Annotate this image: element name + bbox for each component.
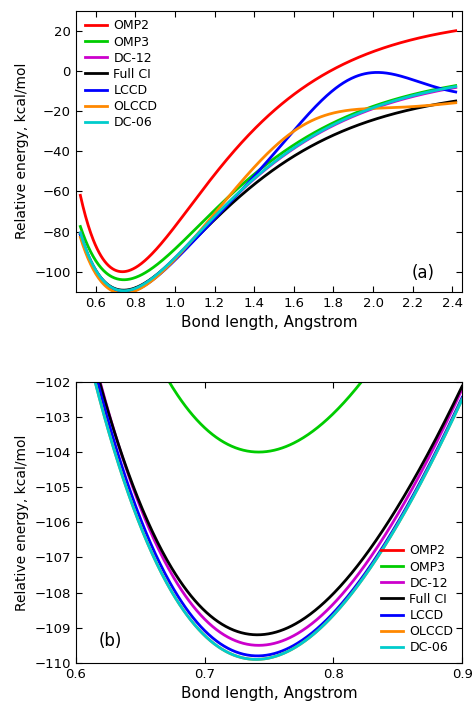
Legend: OMP2, OMP3, DC-12, Full CI, LCCD, OLCCD, DC-06: OMP2, OMP3, DC-12, Full CI, LCCD, OLCCD,… <box>378 542 456 657</box>
Text: (a): (a) <box>412 264 435 281</box>
Y-axis label: Relative energy, kcal/mol: Relative energy, kcal/mol <box>15 434 29 610</box>
Y-axis label: Relative energy, kcal/mol: Relative energy, kcal/mol <box>15 63 29 240</box>
X-axis label: Bond length, Angstrom: Bond length, Angstrom <box>181 316 357 330</box>
Legend: OMP2, OMP3, DC-12, Full CI, LCCD, OLCCD, DC-06: OMP2, OMP3, DC-12, Full CI, LCCD, OLCCD,… <box>82 17 160 132</box>
X-axis label: Bond length, Angstrom: Bond length, Angstrom <box>181 686 357 701</box>
Text: (b): (b) <box>99 632 122 650</box>
